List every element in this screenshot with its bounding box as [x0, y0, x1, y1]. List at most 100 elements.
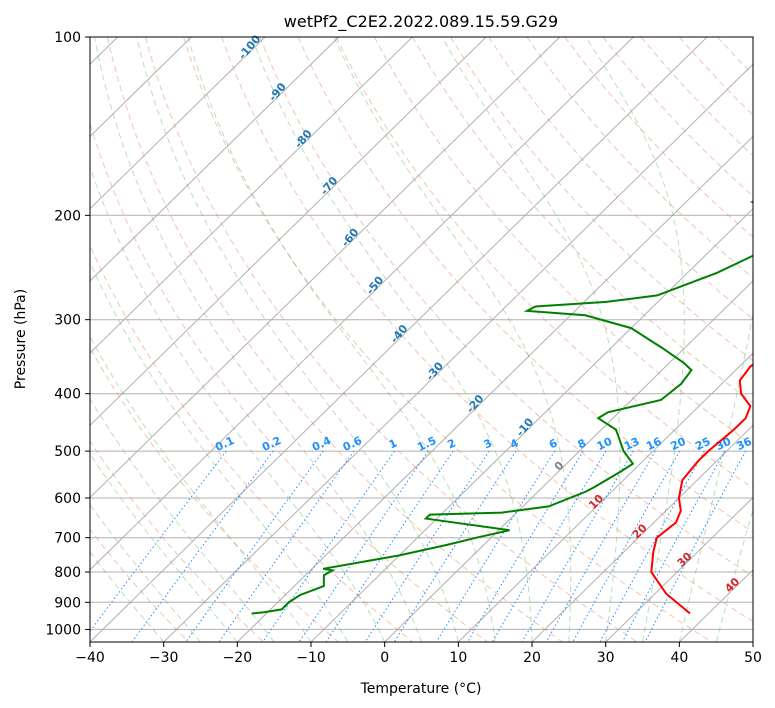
- chart-title: wetPf2_C2E2.2022.089.15.59.G29: [284, 12, 558, 32]
- dry-adiabat-label: -70: [318, 174, 341, 198]
- moist-adiabat-line: [94, 37, 422, 642]
- mixing-ratio-label: 10: [595, 435, 615, 453]
- moist-adiabat-line: [715, 508, 753, 642]
- moist-adiabat-line: [90, 335, 312, 642]
- moist-adiabat-line: [441, 37, 621, 642]
- mixing-ratio-line: [621, 450, 726, 642]
- isotherm-line: [90, 37, 413, 354]
- dry-adiabat-line: [640, 37, 753, 157]
- isotherm-line: [90, 37, 487, 427]
- mixing-ratio-label: 20: [669, 435, 689, 453]
- y-tick-label: 500: [54, 444, 81, 460]
- dry-adiabat-line: [90, 244, 414, 642]
- isotherm-label: 40: [722, 575, 742, 595]
- mixing-ratio-line: [218, 450, 355, 642]
- mixing-ratio-line: [393, 450, 517, 642]
- mixing-ratio-label: 13: [622, 435, 641, 453]
- isotherm-line: [90, 37, 708, 642]
- dry-adiabat-line: [106, 37, 563, 642]
- y-tick-label: 600: [54, 491, 81, 507]
- isotherm-line: [90, 37, 561, 499]
- dry-adiabat-line: [756, 37, 775, 642]
- dry-adiabat-label: -20: [464, 392, 487, 416]
- isotherm-line: [752, 641, 753, 642]
- moist-adiabat-line: [251, 37, 533, 642]
- isotherm-line: [531, 424, 753, 642]
- x-tick-label: 0: [380, 650, 389, 666]
- dry-adiabat-line: [90, 121, 489, 642]
- moist-adiabat-line: [90, 453, 238, 642]
- dry-adiabat-line: [90, 346, 339, 642]
- isotherm-line: [90, 37, 266, 210]
- dry-adiabat-line: [297, 37, 753, 533]
- isotherm-line: [310, 207, 753, 642]
- mixing-ratio-line: [521, 450, 634, 642]
- mixing-ratio-label: 30: [714, 435, 734, 453]
- isotherm-line: [384, 280, 753, 642]
- x-tick-label: −30: [149, 650, 179, 666]
- dewpoint-profile-line: [251, 200, 753, 615]
- mixing-ratio-line: [599, 450, 705, 642]
- mixing-ratio-line: [467, 450, 584, 642]
- moist-adiabat-line: [187, 37, 496, 642]
- mixing-ratio-line: [364, 450, 490, 642]
- mixing-ratio-line: [644, 450, 747, 642]
- moist-adiabat-line: [585, 37, 685, 642]
- moist-adiabat-line: [90, 261, 349, 642]
- isotherm-line: [90, 37, 340, 282]
- x-tick-label: 20: [523, 650, 541, 666]
- mixing-ratio-label: 1: [387, 436, 399, 451]
- isotherm-line: [236, 135, 753, 642]
- y-tick-label: 100: [54, 30, 81, 46]
- isotherm-label: 20: [630, 521, 650, 541]
- dry-adiabat-label: -60: [339, 226, 362, 250]
- dry-adiabat-label: -40: [388, 322, 411, 346]
- x-axis-title: Temperature (°C): [360, 681, 482, 697]
- y-tick-label: 800: [54, 565, 81, 581]
- y-tick-label: 300: [54, 313, 81, 329]
- isotherm-label: 10: [586, 492, 606, 512]
- profile-series: [251, 200, 753, 615]
- dry-adiabat-line: [221, 37, 753, 623]
- x-tick-label: 30: [597, 650, 615, 666]
- mixing-ratio-line: [491, 450, 607, 642]
- x-tick-label: −10: [296, 650, 326, 666]
- dry-adiabat-line: [488, 37, 753, 320]
- moist-adiabat-line: [752, 640, 753, 642]
- dry-adiabat-label: -90: [266, 80, 289, 104]
- mixing-ratio-label: 36: [734, 435, 754, 453]
- dry-adiabat-line: [373, 37, 753, 446]
- dry-adiabat-line: [90, 528, 190, 642]
- x-tick-label: −20: [223, 650, 253, 666]
- mixing-ratio-labels: 0.1 0.2 0.4 0.6 1 1.5 2 3 4 6 8 10 13 16 20 25 30 36-100-…: [213, 32, 754, 595]
- mixing-ratio-line: [262, 450, 395, 642]
- mixing-ratio-line: [325, 450, 454, 642]
- plot-frame: [89, 36, 754, 643]
- moist-adiabat-line: [90, 503, 201, 642]
- isotherm-line: [163, 63, 753, 642]
- temperature-profile-line: [650, 363, 753, 615]
- x-tick-label: 40: [670, 650, 688, 666]
- dry-adiabat-line: [411, 37, 753, 404]
- moist-adiabat-line: [90, 397, 275, 642]
- isotherm-label: 30: [675, 549, 695, 569]
- isotherm-line: [90, 37, 634, 571]
- isotherm-line: [605, 496, 753, 642]
- dry-adiabat-label: -50: [364, 273, 387, 297]
- moist-adiabat-line: [90, 165, 386, 642]
- y-tick-label: 200: [54, 208, 81, 224]
- dry-adiabat-line: [564, 37, 753, 238]
- moist-adiabat-line: [678, 37, 753, 642]
- mixing-ratio-label: 2: [445, 436, 457, 451]
- background-lines: [90, 37, 775, 642]
- dry-adiabat-line: [450, 37, 753, 362]
- moist-adiabat-line: [136, 37, 459, 642]
- moist-adiabat-line: [333, 37, 572, 642]
- y-tick-label: 400: [54, 387, 81, 403]
- dry-adiabat-line: [90, 440, 264, 642]
- y-axis-ticks: 100 200 300 400 500 600 700 800 900 1000: [45, 30, 90, 638]
- mixing-ratio-line: [131, 450, 274, 642]
- isotherm-line: [457, 352, 753, 642]
- dry-adiabat-label: -10: [514, 415, 537, 439]
- y-tick-label: 1000: [45, 622, 81, 638]
